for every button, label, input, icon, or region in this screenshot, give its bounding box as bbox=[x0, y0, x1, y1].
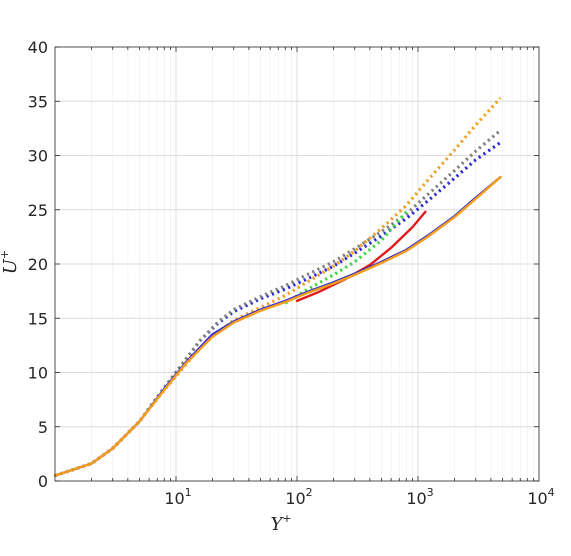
x-axis-label: Y+ bbox=[270, 512, 291, 535]
y-tick-label: 30 bbox=[28, 147, 48, 166]
y-tick-label: 0 bbox=[38, 472, 48, 491]
series-line-3-dotted bbox=[54, 96, 502, 478]
ticks bbox=[55, 46, 539, 482]
series-line-2-dotted bbox=[54, 129, 502, 478]
series-layer bbox=[53, 96, 502, 478]
series-line-5-solid bbox=[295, 210, 427, 303]
y-tick-label: 40 bbox=[28, 38, 48, 57]
y-tick-label: 15 bbox=[28, 309, 48, 328]
series-line-7-solid bbox=[53, 175, 502, 477]
x-tick-label: 102 bbox=[285, 486, 312, 508]
tick-labels: 0 5 10 15 20 25 30 35 40 101 102 103 104 bbox=[28, 38, 555, 508]
series-line-1-dotted bbox=[54, 141, 502, 478]
x-tick-label: 101 bbox=[164, 486, 191, 508]
y-tick-label: 20 bbox=[28, 255, 48, 274]
y-tick-label: 25 bbox=[28, 201, 48, 220]
x-tick-label: 104 bbox=[527, 486, 554, 508]
y-axis-label: U+ bbox=[0, 250, 21, 274]
x-tick-label: 103 bbox=[406, 486, 433, 508]
y-tick-label: 10 bbox=[28, 364, 48, 383]
y-tick-label: 5 bbox=[38, 418, 48, 437]
y-tick-label: 35 bbox=[28, 92, 48, 111]
